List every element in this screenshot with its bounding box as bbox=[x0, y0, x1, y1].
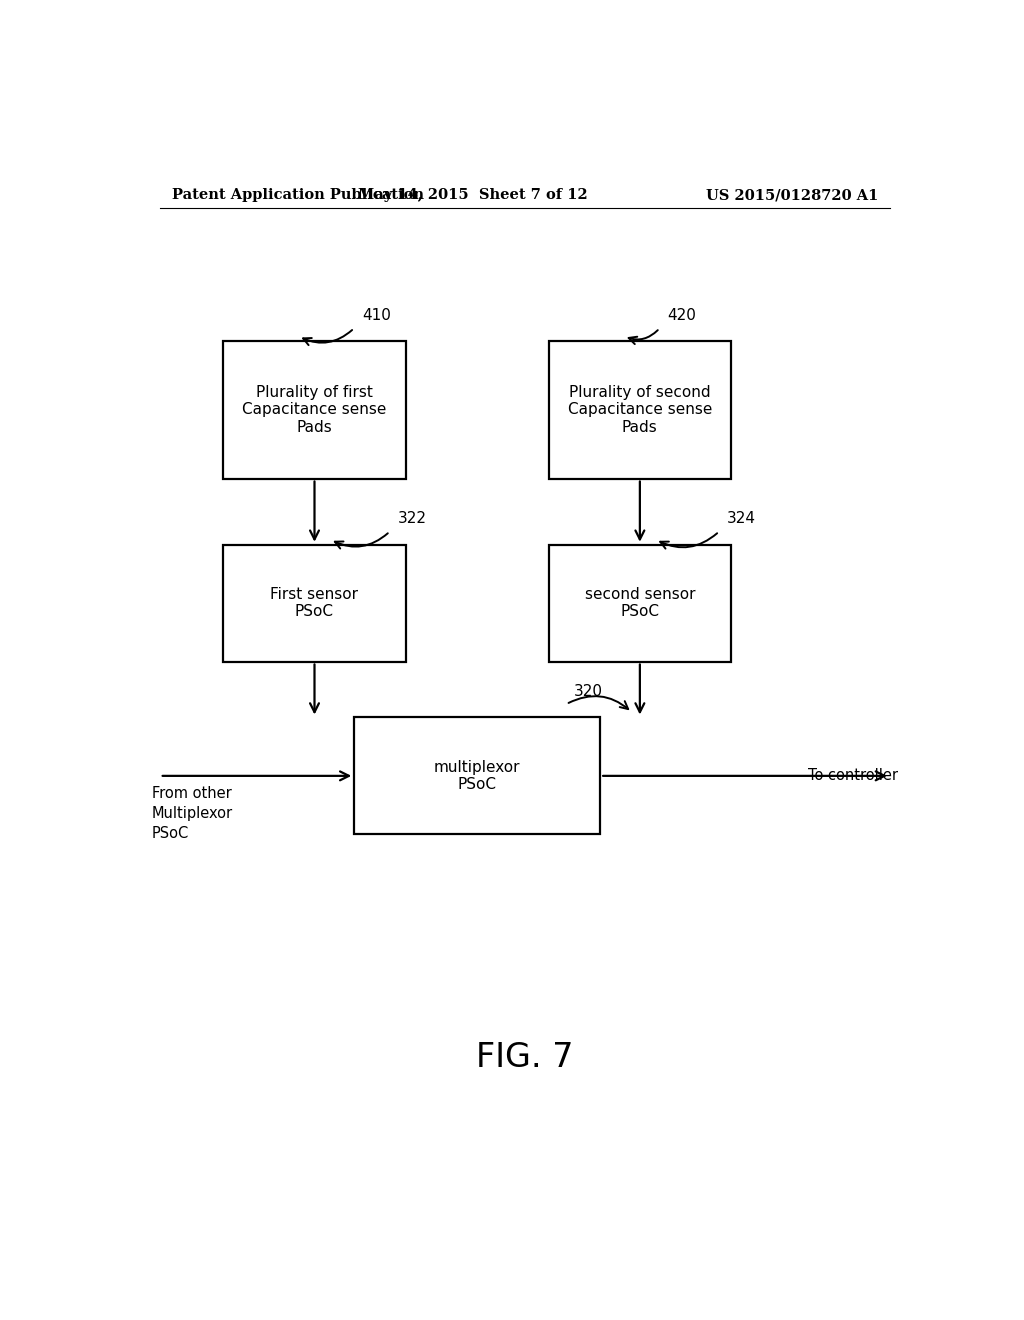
Bar bbox=[223, 342, 406, 479]
Text: 420: 420 bbox=[668, 308, 696, 323]
Text: May 14, 2015  Sheet 7 of 12: May 14, 2015 Sheet 7 of 12 bbox=[358, 189, 588, 202]
Text: multiplexor
PSoC: multiplexor PSoC bbox=[434, 760, 520, 792]
Bar bbox=[354, 718, 600, 834]
Text: 324: 324 bbox=[727, 511, 756, 527]
Text: First sensor
PSoC: First sensor PSoC bbox=[270, 587, 358, 619]
Text: Patent Application Publication: Patent Application Publication bbox=[172, 189, 424, 202]
Text: 322: 322 bbox=[397, 511, 427, 527]
Bar bbox=[549, 342, 731, 479]
Text: Plurality of second
Capacitance sense
Pads: Plurality of second Capacitance sense Pa… bbox=[567, 385, 712, 434]
Bar bbox=[223, 545, 406, 661]
Text: From other
Multiplexor
PSoC: From other Multiplexor PSoC bbox=[152, 785, 232, 841]
Text: FIG. 7: FIG. 7 bbox=[476, 1041, 573, 1074]
Text: To controller: To controller bbox=[808, 768, 898, 783]
Text: 410: 410 bbox=[362, 308, 391, 323]
Bar bbox=[549, 545, 731, 661]
Text: Plurality of first
Capacitance sense
Pads: Plurality of first Capacitance sense Pad… bbox=[243, 385, 387, 434]
Text: 320: 320 bbox=[574, 684, 603, 700]
Text: US 2015/0128720 A1: US 2015/0128720 A1 bbox=[706, 189, 878, 202]
Text: second sensor
PSoC: second sensor PSoC bbox=[585, 587, 695, 619]
